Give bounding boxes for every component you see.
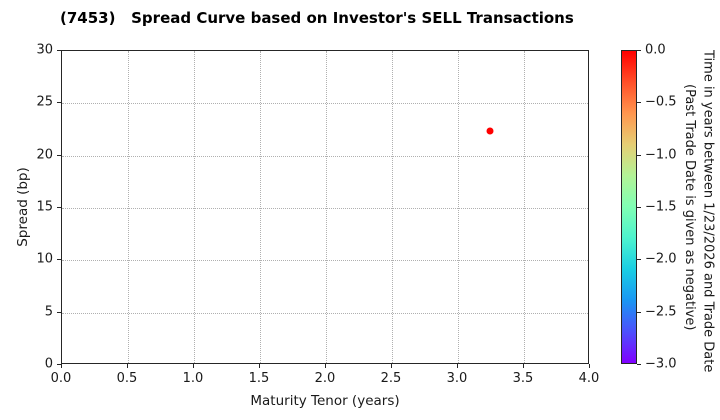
y-tick-label: 10 — [36, 251, 53, 267]
y-tick — [57, 364, 61, 365]
plot-area — [61, 50, 589, 364]
x-tick — [457, 364, 458, 368]
x-tick — [259, 364, 260, 368]
x-tick-label: 3.5 — [512, 371, 534, 386]
y-tick-label: 30 — [36, 42, 53, 58]
x-tick — [523, 364, 524, 368]
y-tick-label: 15 — [36, 199, 53, 215]
colorbar-tick-label: −1.5 — [645, 199, 677, 215]
colorbar-tick — [637, 154, 641, 156]
colorbar-tick — [637, 364, 641, 365]
gridline-vertical — [194, 51, 195, 363]
gridline-vertical — [128, 51, 129, 363]
x-tick — [61, 364, 62, 368]
gridline-horizontal — [62, 312, 588, 314]
colorbar — [621, 50, 637, 364]
gridline-horizontal — [62, 260, 588, 262]
x-tick-label: 1.5 — [248, 371, 270, 386]
gridline-vertical — [458, 51, 459, 363]
y-tick-label: 5 — [44, 304, 53, 320]
y-tick — [57, 259, 61, 261]
colorbar-tick-label: −3.0 — [645, 356, 677, 372]
y-tick-label: 0 — [44, 356, 53, 372]
x-tick-label: 3.0 — [446, 371, 468, 386]
gridline-horizontal — [62, 155, 588, 157]
colorbar-tick — [637, 50, 641, 51]
colorbar-label-line1: Time in years between 1/23/2026 and Trad… — [700, 50, 716, 373]
colorbar-tick — [637, 207, 641, 208]
colorbar-tick-label: −0.5 — [645, 94, 677, 110]
x-tick — [127, 364, 128, 368]
colorbar-tick — [637, 102, 641, 104]
x-tick-label: 4.0 — [578, 371, 600, 386]
colorbar-tick-label: −2.0 — [645, 251, 677, 267]
x-axis-label: Maturity Tenor (years) — [250, 393, 400, 409]
colorbar-tick — [637, 259, 641, 261]
colorbar-label: Time in years between 1/23/2026 and Trad… — [680, 50, 716, 373]
colorbar-label-line2: (Past Trade Date is given as negative) — [682, 83, 698, 331]
x-tick-label: 1.0 — [182, 371, 204, 386]
y-tick — [57, 207, 61, 208]
y-tick — [57, 154, 61, 156]
x-tick — [589, 364, 590, 368]
x-tick — [391, 364, 392, 368]
x-tick-label: 0.5 — [116, 371, 138, 386]
y-tick — [57, 102, 61, 104]
colorbar-tick-label: 0.0 — [645, 42, 666, 58]
scatter-point — [486, 127, 494, 135]
y-tick — [57, 50, 61, 51]
y-tick — [57, 311, 61, 313]
colorbar-tick-label: −2.5 — [645, 304, 677, 320]
colorbar-tick — [637, 311, 641, 313]
y-tick-label: 25 — [36, 94, 53, 110]
gridline-vertical — [524, 51, 525, 363]
gridline-horizontal — [62, 208, 588, 209]
x-tick — [325, 364, 326, 368]
y-tick-label: 20 — [36, 147, 53, 163]
chart-title: (7453) Spread Curve based on Investor's … — [60, 9, 574, 27]
gridline-horizontal — [62, 103, 588, 105]
gridline-vertical — [260, 51, 261, 363]
colorbar-tick-label: −1.0 — [645, 147, 677, 163]
x-tick — [193, 364, 194, 368]
x-tick-label: 2.5 — [380, 371, 402, 386]
x-tick-label: 0.0 — [50, 371, 72, 386]
x-tick-label: 2.0 — [314, 371, 336, 386]
gridline-vertical — [392, 51, 393, 363]
gridline-vertical — [326, 51, 327, 363]
